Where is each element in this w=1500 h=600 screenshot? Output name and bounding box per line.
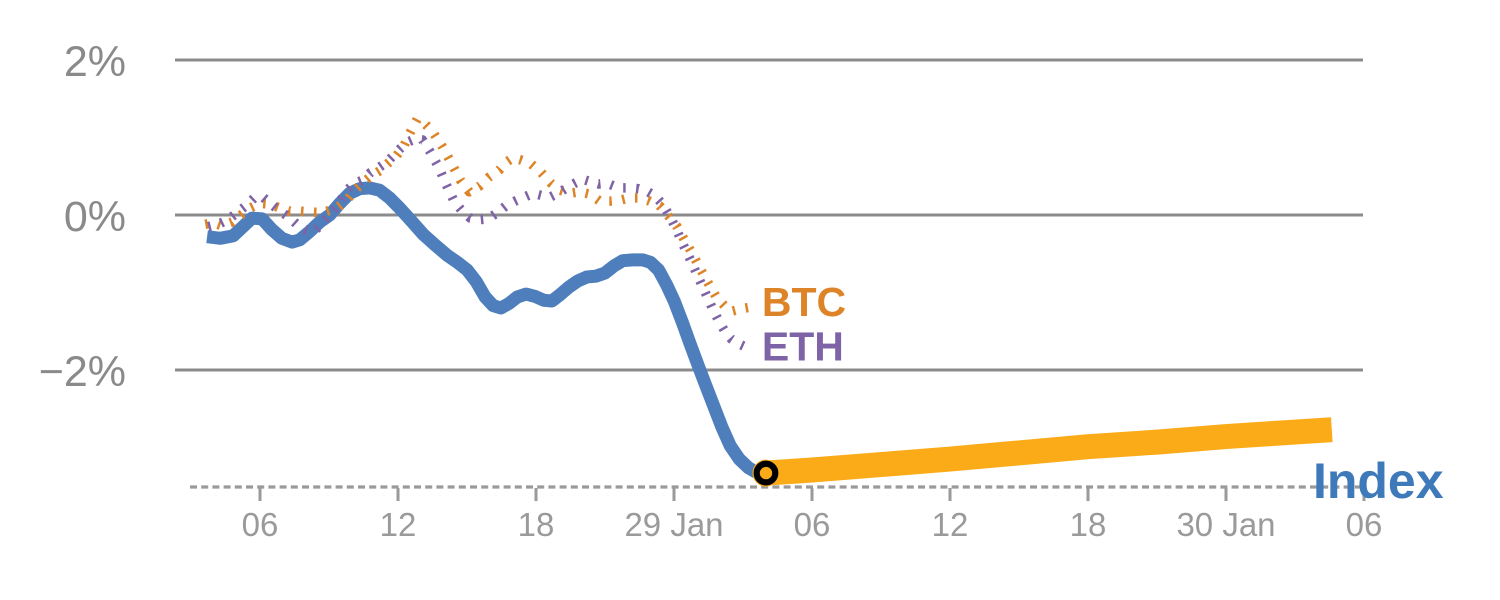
x-tick-label: 30 Jan bbox=[1176, 506, 1275, 543]
x-tick-label: 12 bbox=[380, 506, 417, 543]
btc-line bbox=[204, 114, 751, 316]
btc-label: BTC bbox=[762, 279, 846, 325]
gridlines: 2% 0% −2% bbox=[39, 38, 1363, 396]
x-tick-label: 12 bbox=[932, 506, 969, 543]
x-tick-label: 18 bbox=[1070, 506, 1107, 543]
index-forecast-line bbox=[765, 417, 1333, 486]
index-label: Index bbox=[1313, 453, 1444, 509]
x-tick-label: 06 bbox=[242, 506, 279, 543]
x-tick-label: 06 bbox=[794, 506, 831, 543]
x-tick-label: 06 bbox=[1346, 506, 1383, 543]
x-tick-label: 18 bbox=[518, 506, 555, 543]
data-series bbox=[204, 114, 1333, 486]
x-tick-label: 29 Jan bbox=[624, 506, 723, 543]
x-axis: 06 12 18 29 Jan 06 12 18 30 Jan 06 bbox=[190, 485, 1383, 543]
y-tick-label: −2% bbox=[39, 348, 126, 396]
y-tick-label: 0% bbox=[64, 193, 126, 241]
marker-layer bbox=[752, 459, 780, 487]
y-tick-label: 2% bbox=[64, 38, 126, 86]
current-point-marker bbox=[753, 460, 779, 486]
eth-label: ETH bbox=[762, 324, 844, 370]
index-line bbox=[206, 181, 767, 480]
